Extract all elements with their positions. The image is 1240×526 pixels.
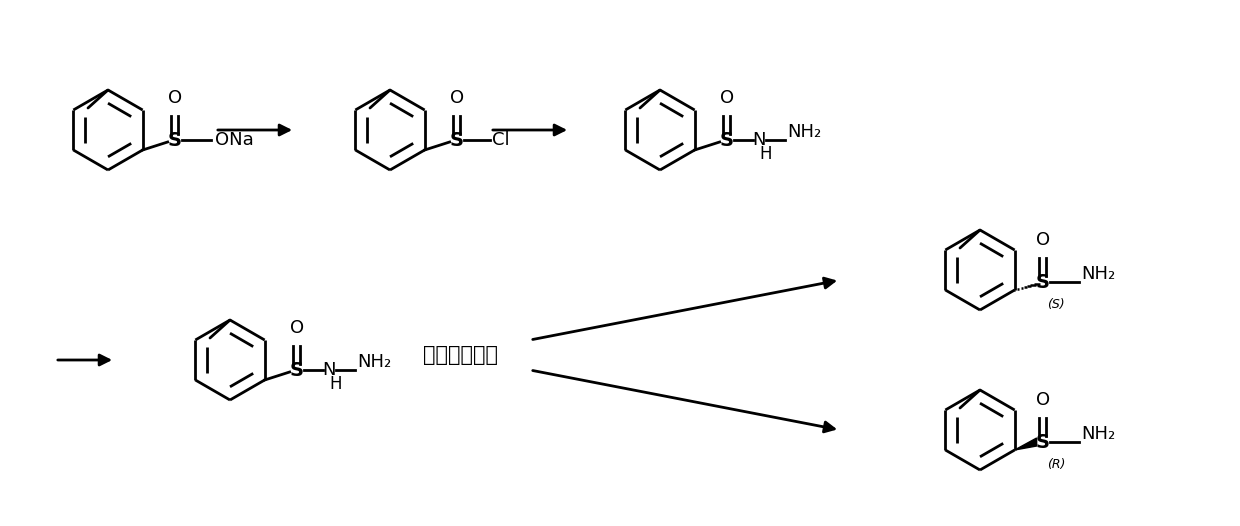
Text: H: H bbox=[330, 375, 342, 393]
Text: NH₂: NH₂ bbox=[1081, 265, 1116, 283]
Text: (R): (R) bbox=[1047, 458, 1065, 471]
Text: O: O bbox=[450, 89, 464, 107]
Text: O: O bbox=[290, 319, 304, 337]
Text: S: S bbox=[290, 360, 304, 379]
Text: N: N bbox=[322, 361, 335, 379]
Text: S: S bbox=[450, 130, 464, 149]
Polygon shape bbox=[1014, 438, 1037, 450]
Text: O: O bbox=[167, 89, 182, 107]
Text: O: O bbox=[719, 89, 734, 107]
Text: NH₂: NH₂ bbox=[357, 353, 392, 371]
Text: S: S bbox=[167, 130, 181, 149]
Text: (S): (S) bbox=[1047, 298, 1064, 311]
Text: ONa: ONa bbox=[215, 131, 253, 149]
Text: S: S bbox=[1035, 272, 1049, 291]
Text: 酒石酸类的盐: 酒石酸类的盐 bbox=[423, 345, 497, 365]
Text: O: O bbox=[1035, 391, 1050, 409]
Text: N: N bbox=[751, 131, 765, 149]
Text: NH₂: NH₂ bbox=[787, 123, 822, 141]
Text: NH₂: NH₂ bbox=[1081, 425, 1116, 443]
Text: O: O bbox=[1035, 231, 1050, 249]
Text: S: S bbox=[1035, 432, 1049, 451]
Text: H: H bbox=[759, 145, 771, 163]
Text: Cl: Cl bbox=[491, 131, 510, 149]
Text: S: S bbox=[719, 130, 734, 149]
